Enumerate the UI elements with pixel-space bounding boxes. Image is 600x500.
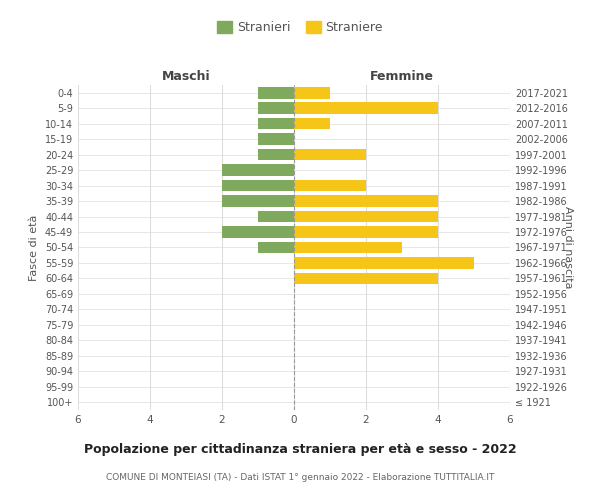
Bar <box>294 102 438 114</box>
Bar <box>294 226 438 238</box>
Text: COMUNE DI MONTEIASI (TA) - Dati ISTAT 1° gennaio 2022 - Elaborazione TUTTITALIA.: COMUNE DI MONTEIASI (TA) - Dati ISTAT 1°… <box>106 472 494 482</box>
Bar <box>258 102 294 114</box>
Bar <box>258 210 294 222</box>
Bar <box>258 134 294 145</box>
Bar <box>294 257 474 269</box>
Y-axis label: Anni di nascita: Anni di nascita <box>563 206 574 288</box>
Bar <box>294 196 438 207</box>
Bar <box>294 242 402 254</box>
Bar <box>222 226 294 238</box>
Bar <box>258 242 294 254</box>
Bar <box>258 118 294 130</box>
Text: Maschi: Maschi <box>161 70 211 84</box>
Bar <box>294 180 366 192</box>
Bar <box>294 87 330 99</box>
Bar <box>258 87 294 99</box>
Bar <box>294 272 438 284</box>
Bar <box>294 210 438 222</box>
Y-axis label: Fasce di età: Fasce di età <box>29 214 39 280</box>
Text: Popolazione per cittadinanza straniera per età e sesso - 2022: Popolazione per cittadinanza straniera p… <box>83 442 517 456</box>
Bar <box>294 149 366 160</box>
Bar <box>222 196 294 207</box>
Legend: Stranieri, Straniere: Stranieri, Straniere <box>212 16 388 40</box>
Bar <box>258 149 294 160</box>
Bar <box>222 180 294 192</box>
Bar <box>222 164 294 176</box>
Bar <box>294 118 330 130</box>
Text: Femmine: Femmine <box>370 70 434 84</box>
